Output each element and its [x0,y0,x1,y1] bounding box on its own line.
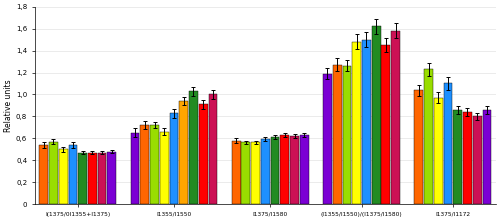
Bar [251,142,260,204]
Bar [140,125,149,204]
Bar [482,110,492,204]
Bar [290,136,299,204]
Bar [78,153,87,204]
Bar [199,104,207,204]
Bar [424,69,433,204]
Bar [382,45,390,204]
Bar [130,133,140,204]
Bar [49,142,58,204]
Bar [180,101,188,204]
Bar [88,153,97,204]
Bar [323,74,332,204]
Bar [444,84,452,204]
Bar [454,110,462,204]
Bar [372,27,380,204]
Bar [300,135,308,204]
Bar [242,142,250,204]
Bar [170,113,178,204]
Bar [414,90,423,204]
Bar [189,91,198,204]
Bar [270,137,280,204]
Bar [342,66,351,204]
Bar [208,94,218,204]
Bar [463,112,472,204]
Bar [391,31,400,204]
Bar [352,42,361,204]
Bar [232,141,240,204]
Bar [68,145,78,204]
Bar [333,65,342,204]
Bar [261,139,270,204]
Bar [362,40,371,204]
Bar [150,125,159,204]
Bar [434,98,442,204]
Bar [108,152,116,204]
Bar [40,145,48,204]
Y-axis label: Relative units: Relative units [4,79,13,132]
Bar [280,135,289,204]
Bar [98,153,106,204]
Bar [473,116,482,204]
Bar [59,149,68,204]
Bar [160,132,168,204]
